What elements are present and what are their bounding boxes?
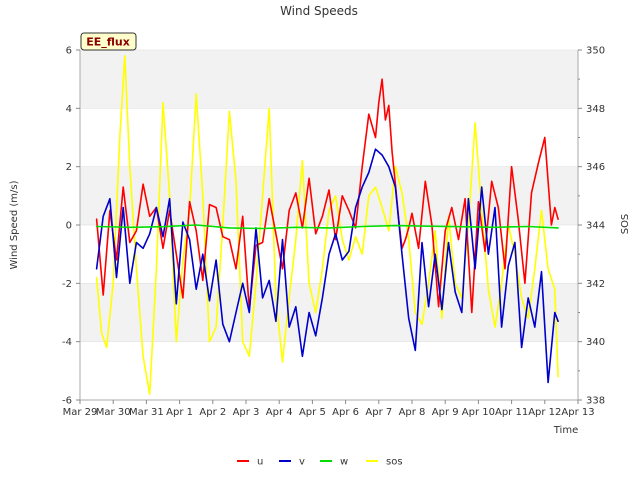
series-line-w bbox=[95, 224, 559, 230]
badge-label: EE_flux bbox=[86, 36, 130, 49]
x-tick-label: Apr 7 bbox=[365, 407, 392, 418]
legend-label-sos: sos bbox=[386, 457, 403, 468]
legend: u v w sos bbox=[237, 457, 403, 468]
legend-label-w: w bbox=[340, 457, 348, 468]
y2-tick-label: 344 bbox=[586, 221, 605, 232]
series-line-sos bbox=[95, 54, 559, 396]
legend-item-sos: sos bbox=[366, 457, 403, 468]
x-tick-label: Apr 8 bbox=[399, 407, 426, 418]
x-tick-label: Apr 12 bbox=[528, 407, 561, 418]
y-tick-label: -4 bbox=[62, 337, 72, 348]
x-tick-label: Apr 10 bbox=[462, 407, 495, 418]
y2-axis-title: SOS bbox=[620, 214, 631, 235]
legend-label-u: u bbox=[257, 457, 263, 468]
x-tick-label: Mar 29 bbox=[63, 407, 98, 418]
y-tick-label: -6 bbox=[62, 396, 72, 407]
y-tick-label: -2 bbox=[62, 279, 72, 290]
x-tick-label: Apr 5 bbox=[299, 407, 326, 418]
x-tick-label: Apr 3 bbox=[233, 407, 260, 418]
chart-title: Wind Speeds bbox=[280, 4, 358, 18]
y-tick-label: 2 bbox=[66, 162, 72, 173]
x-tick-label: Apr 1 bbox=[166, 407, 193, 418]
legend-item-v: v bbox=[279, 457, 305, 468]
x-tick-label: Mar 30 bbox=[96, 407, 131, 418]
legend-label-v: v bbox=[299, 457, 305, 468]
x-tick-label: Apr 11 bbox=[495, 407, 528, 418]
x-tick-label: Apr 13 bbox=[561, 407, 594, 418]
x-tick-label: Apr 4 bbox=[266, 407, 293, 418]
y2-tick-label: 350 bbox=[586, 46, 605, 57]
series-line-v bbox=[95, 148, 559, 384]
plot-band bbox=[80, 50, 578, 109]
y2-tick-label: 342 bbox=[586, 279, 605, 290]
y2-tick-label: 348 bbox=[586, 104, 605, 115]
plot-band bbox=[80, 283, 578, 342]
legend-item-w: w bbox=[320, 457, 348, 468]
y-axis-title: Wind Speed (m/s) bbox=[9, 180, 20, 269]
x-axis-title: Time bbox=[553, 425, 578, 436]
y-tick-label: 4 bbox=[66, 104, 72, 115]
x-tick-label: Apr 6 bbox=[332, 407, 359, 418]
x-tick-label: Apr 9 bbox=[432, 407, 459, 418]
x-tick-label: Mar 31 bbox=[129, 407, 164, 418]
series-line-u bbox=[95, 78, 559, 314]
y-tick-label: 0 bbox=[66, 221, 72, 232]
x-tick-label: Apr 2 bbox=[199, 407, 226, 418]
y2-tick-label: 340 bbox=[586, 337, 605, 348]
y2-tick-label: 346 bbox=[586, 162, 605, 173]
y-tick-label: 6 bbox=[66, 46, 72, 57]
legend-item-u: u bbox=[237, 457, 263, 468]
series-layer bbox=[95, 54, 559, 396]
ee-flux-badge: EE_flux bbox=[80, 32, 137, 51]
y2-tick-label: 338 bbox=[586, 396, 605, 407]
